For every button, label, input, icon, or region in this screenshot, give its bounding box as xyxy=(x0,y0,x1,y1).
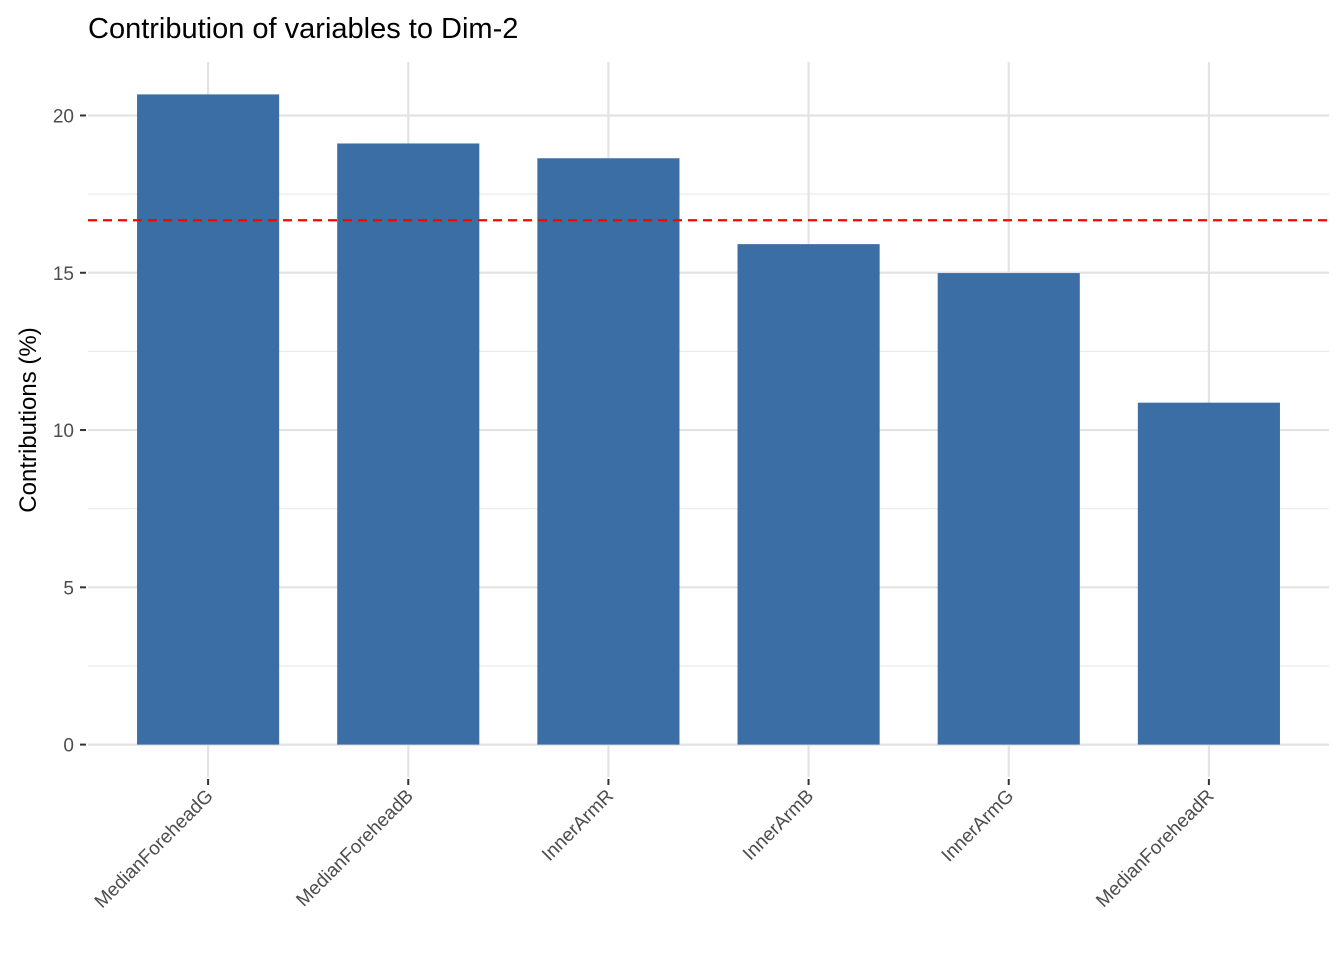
bars xyxy=(137,94,1280,745)
x-tick-label: MedianForeheadG xyxy=(91,786,218,913)
y-tick-label: 20 xyxy=(53,106,74,127)
x-tick-label: MedianForeheadR xyxy=(1092,786,1218,912)
y-axis-label: Contributions (%) xyxy=(15,327,42,512)
x-axis: MedianForeheadG MedianForeheadB InnerArmR I… xyxy=(91,779,1218,913)
bar-MedianForeheadR xyxy=(1137,402,1280,745)
bar-InnerArmB xyxy=(737,244,880,745)
y-tick-label: 15 xyxy=(53,264,74,285)
x-tick-label: InnerArmB xyxy=(739,786,818,865)
bar-MedianForeheadB xyxy=(337,143,480,745)
x-tick-label: InnerArmR xyxy=(538,786,618,866)
bar-MedianForeheadG xyxy=(137,94,280,745)
y-tick-label: 5 xyxy=(63,578,74,599)
bar-InnerArmR xyxy=(537,158,680,745)
y-tick-label: 10 xyxy=(53,421,74,442)
y-axis: 0 5 10 15 20 xyxy=(53,106,86,757)
y-tick-label: 0 xyxy=(63,736,74,757)
x-tick-label: MedianForeheadB xyxy=(292,786,417,911)
bar-InnerArmG xyxy=(937,273,1080,745)
chart-title: Contribution of variables to Dim-2 xyxy=(88,13,518,45)
x-tick-label: InnerArmG xyxy=(938,786,1019,867)
